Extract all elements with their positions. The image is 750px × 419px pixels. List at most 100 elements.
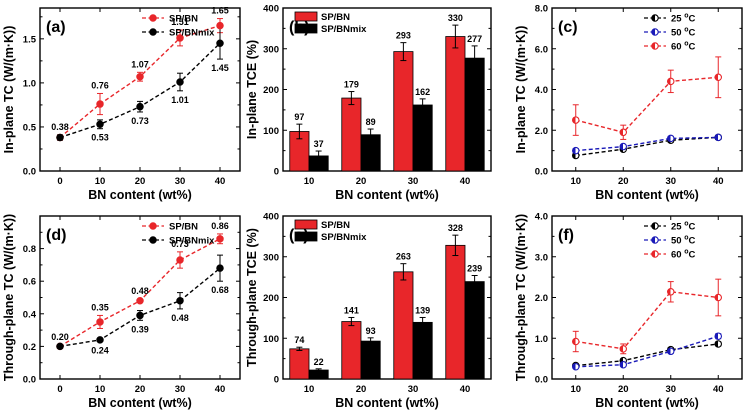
data-label: 97 <box>294 112 304 122</box>
series-line <box>575 136 719 157</box>
data-point <box>714 133 722 142</box>
panel-label: (a) <box>46 19 66 36</box>
data-label: 1.51 <box>171 17 189 27</box>
data-point <box>571 363 580 371</box>
y-tick-label: 400 <box>263 4 279 15</box>
data-label: 330 <box>448 13 463 23</box>
data-label: 1.01 <box>171 95 189 105</box>
legend-swatch <box>294 231 318 242</box>
data-point <box>176 256 184 264</box>
legend-label: SP/BNmix <box>169 28 215 39</box>
data-point <box>666 134 675 143</box>
bar <box>341 97 362 172</box>
series-line <box>575 335 719 368</box>
y-axis-label: Through-plane TC (W/(m·K)) <box>514 214 528 381</box>
data-point <box>651 14 659 22</box>
data-point <box>666 77 675 86</box>
data-point <box>714 332 722 340</box>
data-point <box>714 340 722 348</box>
data-label: 74 <box>294 335 304 345</box>
legend-label: SP/BNmix <box>169 236 215 247</box>
y-tick-label: 0.0 <box>23 375 36 386</box>
data-point <box>216 264 224 272</box>
legend-label: 60 oC <box>671 41 696 53</box>
data-point <box>149 222 157 230</box>
bar <box>341 321 362 380</box>
data-point <box>136 311 144 320</box>
data-label: 162 <box>415 87 430 97</box>
data-label: 0.48 <box>171 313 189 323</box>
data-label: 0.24 <box>91 346 109 356</box>
data-label: 89 <box>366 117 376 127</box>
x-axis-label: BN content (wt%) <box>335 396 438 410</box>
data-point <box>176 297 184 305</box>
legend-label: SP/BN <box>169 222 198 233</box>
bar <box>360 340 381 380</box>
panel-label: (c) <box>558 19 578 36</box>
data-point <box>651 250 659 258</box>
x-tick-label: 0 <box>57 176 62 187</box>
data-point <box>96 336 104 344</box>
x-tick-label: 10 <box>95 384 106 395</box>
x-axis-label: BN content (wt%) <box>595 396 698 410</box>
bar <box>393 271 414 380</box>
y-tick-label: 300 <box>263 252 279 263</box>
legend-label: 50 oC <box>671 27 696 39</box>
data-point <box>666 347 675 356</box>
data-point <box>176 78 184 86</box>
data-label: 1.45 <box>211 63 229 73</box>
x-tick-label: 30 <box>408 176 419 187</box>
x-tick-label: 40 <box>215 176 226 187</box>
data-point <box>619 128 627 137</box>
data-point <box>149 14 157 22</box>
data-point <box>619 142 627 151</box>
y-tick-label: 6.0 <box>535 44 548 55</box>
x-tick-label: 30 <box>665 384 676 395</box>
data-label: 0.48 <box>131 286 149 296</box>
x-tick-label: 20 <box>135 384 146 395</box>
legend-label: SP/BNmix <box>321 232 367 243</box>
panel-label: (f) <box>558 227 574 244</box>
data-point <box>149 236 157 244</box>
y-tick-label: 1.0 <box>23 78 36 89</box>
data-label: 139 <box>415 305 430 315</box>
data-point <box>96 120 104 129</box>
data-label: 239 <box>467 263 482 273</box>
data-point <box>714 293 722 302</box>
data-point <box>651 236 659 244</box>
data-point <box>176 34 184 42</box>
data-point <box>651 42 659 50</box>
data-label: 179 <box>344 80 359 90</box>
legend-label: 50 oC <box>671 235 696 247</box>
legend-swatch <box>294 23 318 34</box>
data-label: 0.73 <box>131 116 149 126</box>
data-label: 93 <box>366 326 376 336</box>
data-point <box>571 337 580 346</box>
panel-a: (a) BN content (wt%) In-plane TC (W/(m·K))… <box>2 6 241 202</box>
data-label: 0.38 <box>51 122 69 132</box>
bar <box>464 281 485 380</box>
legend-label: SP/BN <box>321 12 350 23</box>
y-tick-label: 2.0 <box>535 293 548 304</box>
legend-label: 25 oC <box>671 13 696 25</box>
data-label: 1.07 <box>131 59 149 69</box>
legend-label: 60 oC <box>671 249 696 261</box>
data-point <box>651 28 659 36</box>
x-axis-label: BN content (wt%) <box>88 188 191 202</box>
legend-label: SP/BN <box>321 220 350 231</box>
y-tick-label: 3.0 <box>535 252 548 263</box>
panel-c: (c) BN content (wt%) In-plane TC (W/(m·K))… <box>514 4 743 202</box>
data-label: 1.65 <box>211 6 229 16</box>
x-tick-label: 30 <box>408 384 419 395</box>
x-tick-label: 40 <box>460 176 471 187</box>
series-line <box>575 291 719 350</box>
data-label: 0.68 <box>211 285 229 295</box>
x-tick-label: 10 <box>95 176 106 187</box>
series-line <box>59 267 221 348</box>
y-tick-label: 100 <box>263 126 279 137</box>
y-tick-label: 400 <box>263 212 279 223</box>
data-label: 0.39 <box>131 324 149 334</box>
x-tick-label: 30 <box>175 384 186 395</box>
data-label: 0.20 <box>51 332 69 342</box>
y-tick-label: 0.5 <box>23 122 37 133</box>
